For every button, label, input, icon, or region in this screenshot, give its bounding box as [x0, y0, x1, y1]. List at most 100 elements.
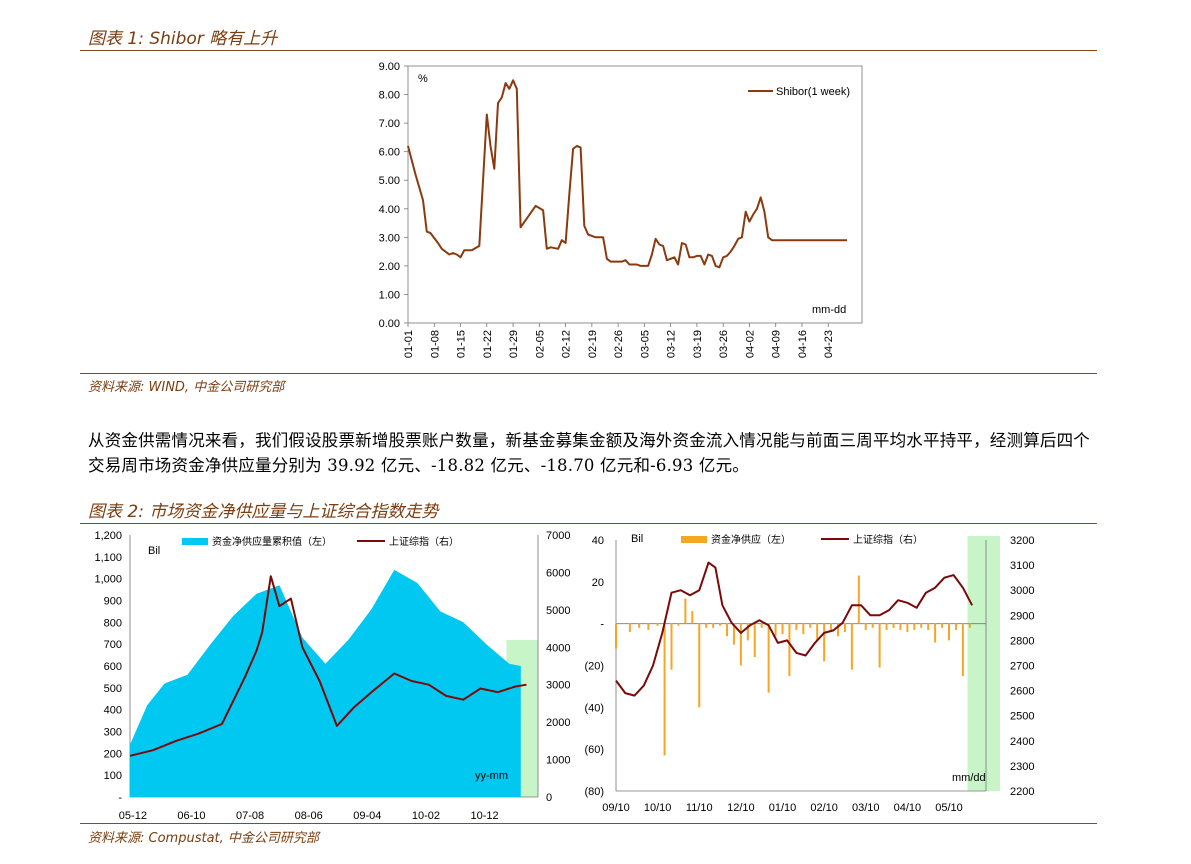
net-supply-bar	[712, 623, 715, 628]
net-supply-bar	[913, 623, 916, 630]
net-supply-bar	[656, 623, 659, 626]
x-tick-label: 02/10	[810, 802, 838, 814]
net-supply-bar	[934, 623, 937, 643]
net-supply-bar	[864, 623, 867, 630]
legend-swatch	[681, 536, 707, 543]
y-left-tick-label: 1,100	[94, 552, 122, 564]
divider	[80, 50, 1097, 51]
legend-label: 资金净供应（左）	[711, 533, 791, 546]
net-supply-bar	[719, 623, 722, 626]
x-tick-label: 05-12	[119, 810, 147, 822]
divider	[80, 523, 1097, 524]
x-axis-label: mm/dd	[952, 772, 986, 784]
net-supply-bar	[871, 623, 874, 628]
legend-label: 上证综指（右）	[853, 533, 923, 546]
figure-1-title: 图表 1: Shibor 略有上升	[88, 29, 278, 49]
x-tick-label: 01-29	[508, 330, 520, 358]
net-supply-bar	[802, 623, 805, 635]
net-supply-bar	[857, 575, 860, 624]
y-right-tick-label: 3000	[1010, 585, 1034, 597]
y-left-tick-label: (80)	[584, 786, 604, 798]
x-tick-label: 01/10	[769, 802, 797, 814]
unit-label: %	[418, 73, 428, 85]
y-left-tick-label: 1,000	[94, 574, 122, 586]
net-supply-bar	[788, 623, 791, 676]
net-supply-bar	[767, 623, 770, 693]
y-left-tick-label: 900	[104, 596, 122, 608]
net-supply-bar	[906, 623, 909, 633]
y-right-tick-label: 1000	[546, 755, 570, 767]
y-tick-label: 9.00	[379, 61, 400, 73]
net-supply-bar	[739, 623, 742, 666]
x-tick-label: 03-19	[692, 330, 704, 358]
y-right-tick-label: 3000	[546, 680, 570, 692]
net-supply-bar	[705, 623, 708, 628]
x-tick-label: 05/10	[935, 802, 963, 814]
net-supply-bar	[795, 623, 798, 630]
y-unit-label: Bil	[631, 533, 643, 545]
y-right-tick-label: 2000	[546, 717, 570, 729]
net-supply-bar	[691, 611, 694, 624]
y-right-tick-label: 2600	[1010, 686, 1034, 698]
y-left-tick-label: (40)	[584, 702, 604, 714]
y-left-tick-label: (20)	[584, 661, 604, 673]
net-supply-bar	[809, 623, 812, 628]
x-tick-label: 12/10	[727, 802, 755, 814]
net-supply-bar	[954, 623, 957, 630]
y-unit-label: Bil	[148, 545, 160, 557]
cumulative-supply-area	[130, 569, 521, 797]
net-supply-bar	[781, 623, 784, 635]
forecast-highlight	[967, 536, 1000, 791]
net-supply-bar	[830, 623, 833, 630]
y-left-tick-label: 200	[104, 748, 122, 760]
legend-label: 资金净供应量累积值（左）	[212, 535, 332, 548]
cumulative-supply-chart: - 100 200 300 400 500 600 700 800 900 1,000 1,100 1,…	[94, 530, 570, 822]
y-right-tick-label: 2700	[1010, 661, 1034, 673]
net-supply-bar	[628, 623, 631, 633]
x-tick-label: 03-05	[639, 330, 651, 358]
x-tick-label: 04-02	[744, 330, 756, 358]
x-tick-label: 10/10	[644, 802, 672, 814]
y-left-tick-label: 700	[104, 639, 122, 651]
divider	[80, 823, 1097, 824]
net-supply-bar	[677, 623, 680, 626]
y-right-tick-label: 3200	[1010, 535, 1034, 547]
x-tick-label: 04/10	[894, 802, 922, 814]
net-supply-bar	[638, 623, 641, 628]
net-supply-bar	[843, 623, 846, 633]
figure-2-source: 资料来源: Compustat, 中金公司研究部	[88, 831, 319, 846]
y-tick-label: 3.00	[379, 232, 400, 244]
x-tick-label: 07-08	[236, 810, 264, 822]
net-supply-bar	[698, 623, 701, 708]
net-supply-bar	[746, 623, 749, 641]
x-tick-label: 09-04	[353, 810, 381, 822]
y-right-tick-label: 7000	[546, 530, 570, 542]
y-right-tick-label: 0	[546, 792, 552, 804]
net-supply-bar	[920, 623, 923, 628]
net-supply-bar	[948, 623, 950, 641]
x-tick-label: 01-08	[429, 330, 441, 358]
net-supply-bar	[684, 598, 687, 624]
y-right-tick-label: 2500	[1010, 711, 1034, 723]
x-tick-label: 08-06	[295, 810, 323, 822]
y-tick-label: 0.00	[379, 318, 400, 330]
net-supply-bar	[774, 623, 777, 637]
net-supply-bar	[927, 623, 930, 630]
net-supply-bar	[753, 623, 756, 658]
y-right-tick-label: 2800	[1010, 635, 1034, 647]
x-tick-label: 03/10	[852, 802, 880, 814]
net-supply-bar	[663, 623, 666, 756]
figure-2-title: 图表 2: 市场资金净供应量与上证综合指数走势	[88, 502, 439, 522]
x-tick-label: 03-26	[718, 330, 730, 358]
net-supply-bar	[615, 623, 617, 649]
y-left-tick-label: 1,200	[94, 530, 122, 542]
legend-label: Shibor(1 week)	[776, 86, 850, 98]
net-supply-bar	[760, 623, 763, 628]
shibor-chart: 0.00 1.00 2.00 3.00 4.00 5.00 6.00 7.00 8.00 9.00…	[379, 61, 863, 358]
y-tick-label: 8.00	[379, 90, 400, 102]
net-supply-bar	[726, 623, 728, 637]
plot-frame	[407, 65, 863, 324]
legend-label: 上证综指（右）	[389, 535, 459, 548]
x-tick-label: 10-12	[470, 810, 498, 822]
y-left-tick-label: 500	[104, 683, 122, 695]
